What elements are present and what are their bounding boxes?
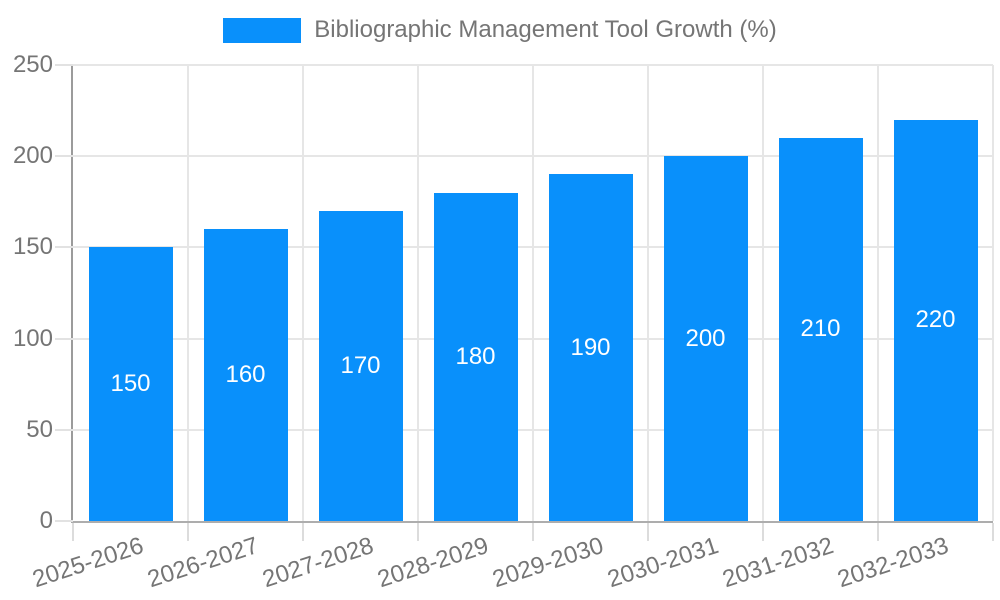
bar-value-label: 210 bbox=[800, 315, 841, 343]
x-axis-tick bbox=[762, 523, 764, 541]
y-axis-tick bbox=[55, 428, 73, 431]
x-tick-label: 2027-2028 bbox=[259, 532, 377, 594]
bar: 170 bbox=[318, 210, 403, 521]
gridline-vertical bbox=[877, 65, 879, 521]
bar: 160 bbox=[203, 229, 288, 521]
bar: 210 bbox=[778, 137, 863, 521]
x-axis-tick bbox=[417, 523, 419, 541]
y-axis-tick bbox=[55, 64, 73, 66]
gridline-vertical bbox=[532, 65, 534, 521]
y-tick-label: 150 bbox=[12, 233, 53, 261]
x-axis-tick bbox=[187, 523, 189, 541]
bar-value-label: 200 bbox=[685, 324, 726, 352]
bar: 150 bbox=[88, 247, 173, 521]
y-tick-label: 0 bbox=[39, 507, 53, 534]
bar-value-label: 180 bbox=[455, 342, 496, 370]
bar-value-label: 220 bbox=[915, 306, 956, 334]
y-axis-tick bbox=[55, 337, 73, 340]
bar: 190 bbox=[548, 174, 633, 521]
x-axis-tick bbox=[532, 523, 534, 541]
y-axis-tick bbox=[55, 155, 73, 158]
y-axis-tick bbox=[55, 520, 73, 522]
bar-value-label: 190 bbox=[570, 333, 611, 361]
bar-value-label: 150 bbox=[110, 370, 151, 398]
bar: 180 bbox=[433, 192, 518, 521]
gridline-vertical bbox=[762, 65, 764, 521]
y-tick-label: 250 bbox=[12, 51, 53, 78]
bar-value-label: 160 bbox=[225, 361, 266, 389]
x-axis-tick bbox=[877, 523, 879, 541]
legend-swatch bbox=[223, 17, 302, 43]
bar: 200 bbox=[663, 156, 748, 521]
x-axis-tick bbox=[302, 523, 304, 541]
gridline-vertical bbox=[647, 65, 649, 521]
gridline-vertical bbox=[302, 65, 304, 521]
x-axis-tick bbox=[647, 523, 649, 541]
y-tick-label: 50 bbox=[26, 415, 53, 443]
x-axis-tick bbox=[992, 523, 994, 541]
bar: 220 bbox=[893, 119, 978, 521]
x-tick-label: 2029-2030 bbox=[489, 532, 607, 594]
x-tick-label: 2030-2031 bbox=[604, 532, 722, 594]
x-tick-label: 2032-2033 bbox=[834, 532, 952, 594]
x-tick-label: 2026-2027 bbox=[144, 532, 262, 594]
gridline-vertical bbox=[187, 65, 189, 521]
bar-value-label: 170 bbox=[340, 351, 381, 379]
gridline-vertical bbox=[992, 65, 994, 521]
gridline-vertical bbox=[417, 65, 419, 521]
legend[interactable]: Bibliographic Management Tool Growth (%) bbox=[0, 16, 1000, 44]
legend-label: Bibliographic Management Tool Growth (%) bbox=[314, 16, 777, 43]
x-tick-label: 2028-2029 bbox=[374, 532, 492, 594]
x-tick-label: 2025-2026 bbox=[29, 532, 147, 594]
y-tick-label: 200 bbox=[12, 142, 53, 170]
plot-area: 150 160 170 180 190 200 210 220 bbox=[71, 64, 994, 523]
y-tick-label: 100 bbox=[12, 324, 53, 352]
x-tick-label: 2031-2032 bbox=[719, 532, 837, 594]
y-axis-tick bbox=[55, 246, 73, 249]
x-axis-tick bbox=[72, 523, 74, 541]
